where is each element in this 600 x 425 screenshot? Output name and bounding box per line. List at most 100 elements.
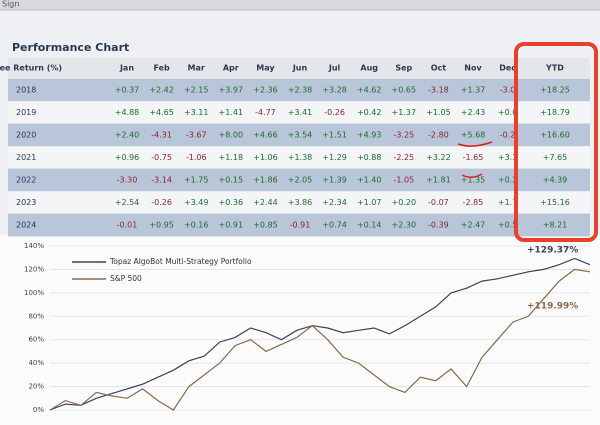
return-cell: +3.22 xyxy=(426,153,451,162)
header-row xyxy=(8,58,590,78)
return-cell: -0.07 xyxy=(428,198,449,207)
legend-label: S&P 500 xyxy=(110,274,142,283)
column-header: Jan xyxy=(119,64,134,73)
column-header: May xyxy=(256,64,275,73)
column-header: Apr xyxy=(223,64,239,73)
return-cell: -0.26 xyxy=(151,198,172,207)
return-cell: +3.86 xyxy=(288,198,313,207)
return-cell: +0.65 xyxy=(392,86,417,95)
y-tick-label: 120% xyxy=(24,265,44,273)
year-cell: 2023 xyxy=(16,198,36,207)
table-row xyxy=(8,213,590,237)
return-cell: +3.97 xyxy=(219,86,244,95)
y-tick-label: 80% xyxy=(28,312,44,320)
table-row xyxy=(8,101,590,124)
return-cell: +1.07 xyxy=(357,198,382,207)
return-cell: -0.39 xyxy=(428,221,449,230)
year-cell: 2020 xyxy=(16,131,36,140)
return-cell: +1.86 xyxy=(253,176,278,185)
underline-mark xyxy=(461,173,483,178)
y-tick-label: 20% xyxy=(28,383,44,391)
highlight-box xyxy=(514,42,598,242)
return-cell: -3.14 xyxy=(151,176,172,185)
return-cell: +1.37 xyxy=(392,108,417,117)
return-cell: +5.68 xyxy=(461,131,486,140)
y-tick-label: 60% xyxy=(28,336,44,344)
return-cell: -2.80 xyxy=(428,131,449,140)
return-cell: +0.5 xyxy=(498,221,517,230)
return-cell: -1.05 xyxy=(393,176,414,185)
return-cell: +4.66 xyxy=(253,131,278,140)
return-cell: +4.62 xyxy=(357,86,382,95)
return-cell: +2.42 xyxy=(149,86,174,95)
return-cell: +4.65 xyxy=(149,108,174,117)
legend-label: Topaz AlgoBot Multi-Strategy Portfolio xyxy=(109,257,252,266)
return-cell: +0.2 xyxy=(498,176,517,185)
column-header: Dec xyxy=(499,64,516,73)
return-cell: +2.05 xyxy=(288,176,313,185)
return-cell: +1.7 xyxy=(498,198,517,207)
return-cell: +0.85 xyxy=(253,221,278,230)
top-text: Sign xyxy=(2,0,19,9)
return-cell: -3.25 xyxy=(393,131,414,140)
year-cell: 2024 xyxy=(16,221,36,230)
table-row xyxy=(8,191,590,214)
return-cell: +3.11 xyxy=(184,108,209,117)
return-cell: +0.20 xyxy=(392,198,417,207)
return-cell: +1.51 xyxy=(322,131,347,140)
table-row xyxy=(8,78,590,102)
return-cell: -4.31 xyxy=(151,131,172,140)
return-cell: -4.77 xyxy=(255,108,276,117)
return-cell: +3.54 xyxy=(288,131,313,140)
return-cell: +1.81 xyxy=(426,176,451,185)
annotation: +119.99% xyxy=(527,302,578,312)
column-header: Sep xyxy=(395,64,412,73)
performance-table: After-fee Return (%) Jan Feb Mar Apr May Jun Ju… xyxy=(0,58,590,237)
year-cell: 2021 xyxy=(16,153,36,162)
return-cell: +4.88 xyxy=(115,108,140,117)
return-cell: +0.91 xyxy=(219,221,244,230)
line-chart: 0% 20% 40% 60% 80% 100% 120% 140% Topaz AlgoBot … xyxy=(24,242,591,414)
return-cell: +1.37 xyxy=(461,86,486,95)
return-cell: +2.40 xyxy=(115,131,140,140)
return-cell: +1.05 xyxy=(426,108,451,117)
table-title: Performance Chart xyxy=(12,41,129,54)
return-cell: -0.26 xyxy=(324,108,345,117)
return-cell: +2.15 xyxy=(184,86,209,95)
column-header: After-fee Return (%) xyxy=(0,64,62,73)
series-line xyxy=(49,268,591,411)
return-cell: +0.42 xyxy=(357,108,382,117)
column-header: YTD xyxy=(545,64,564,73)
return-cell: +3.41 xyxy=(288,108,313,117)
column-header: Aug xyxy=(360,64,378,73)
return-cell: -3.0 xyxy=(500,86,516,95)
return-cell: +0.15 xyxy=(219,176,244,185)
column-header: Oct xyxy=(431,64,447,73)
y-tick-label: 140% xyxy=(24,242,44,250)
return-cell: +3.28 xyxy=(322,86,347,95)
return-cell: +18.25 xyxy=(540,86,570,95)
return-cell: +1.18 xyxy=(219,153,244,162)
return-cell: -0.75 xyxy=(151,153,172,162)
y-tick-label: 0% xyxy=(33,406,44,414)
return-cell: +18.79 xyxy=(540,108,570,117)
return-cell: +1.38 xyxy=(288,153,313,162)
return-cell: +3.3 xyxy=(498,153,517,162)
return-cell: +0.0 xyxy=(498,108,517,117)
return-cell: -0.91 xyxy=(290,221,311,230)
return-cell: -0.2 xyxy=(500,131,516,140)
column-header: Nov xyxy=(464,64,482,73)
return-cell: +1.06 xyxy=(253,153,278,162)
return-cell: -1.65 xyxy=(463,153,484,162)
return-cell: +0.96 xyxy=(115,153,140,162)
return-cell: -3.67 xyxy=(186,131,207,140)
return-cell: +2.43 xyxy=(461,108,486,117)
return-cell: -2.25 xyxy=(393,153,414,162)
return-cell: +2.47 xyxy=(461,221,486,230)
return-cell: -2.85 xyxy=(463,198,484,207)
return-cell: +1.29 xyxy=(322,153,347,162)
return-cell: +0.14 xyxy=(357,221,382,230)
return-cell: +1.35 xyxy=(461,176,486,185)
return-cell: +7.65 xyxy=(543,153,568,162)
